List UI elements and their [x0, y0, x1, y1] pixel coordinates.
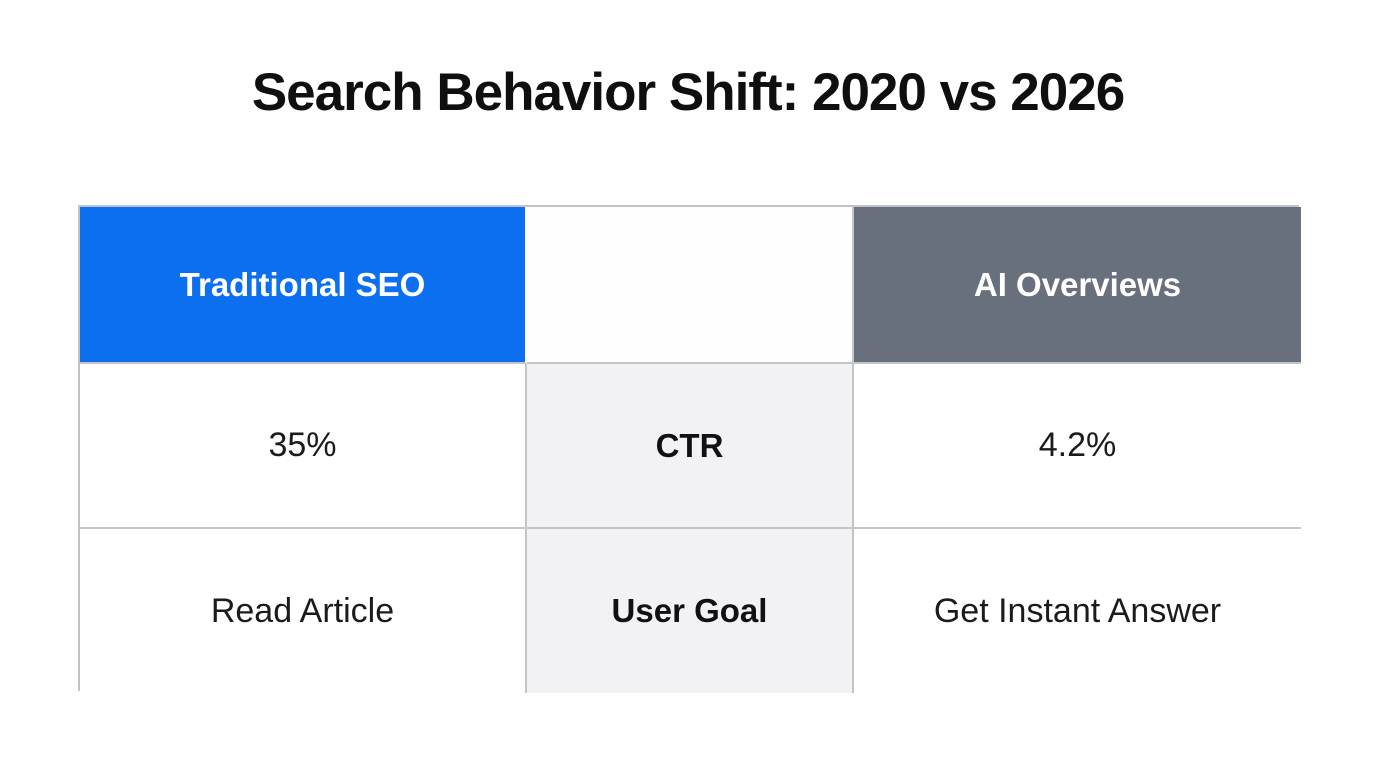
- row-label-user-goal: User Goal: [527, 529, 854, 693]
- header-ai-overviews: AI Overviews: [854, 207, 1301, 364]
- cell-goal-traditional: Read Article: [80, 529, 527, 693]
- header-spacer: [527, 207, 854, 364]
- header-traditional-seo: Traditional SEO: [80, 207, 527, 364]
- row-label-ctr: CTR: [527, 364, 854, 529]
- cell-ctr-ai: 4.2%: [854, 364, 1301, 529]
- comparison-table: Traditional SEO AI Overviews 35% CTR 4.2…: [78, 205, 1301, 693]
- cell-ctr-traditional: 35%: [80, 364, 527, 529]
- cell-goal-ai: Get Instant Answer: [854, 529, 1301, 693]
- page-title: Search Behavior Shift: 2020 vs 2026: [251, 63, 1125, 122]
